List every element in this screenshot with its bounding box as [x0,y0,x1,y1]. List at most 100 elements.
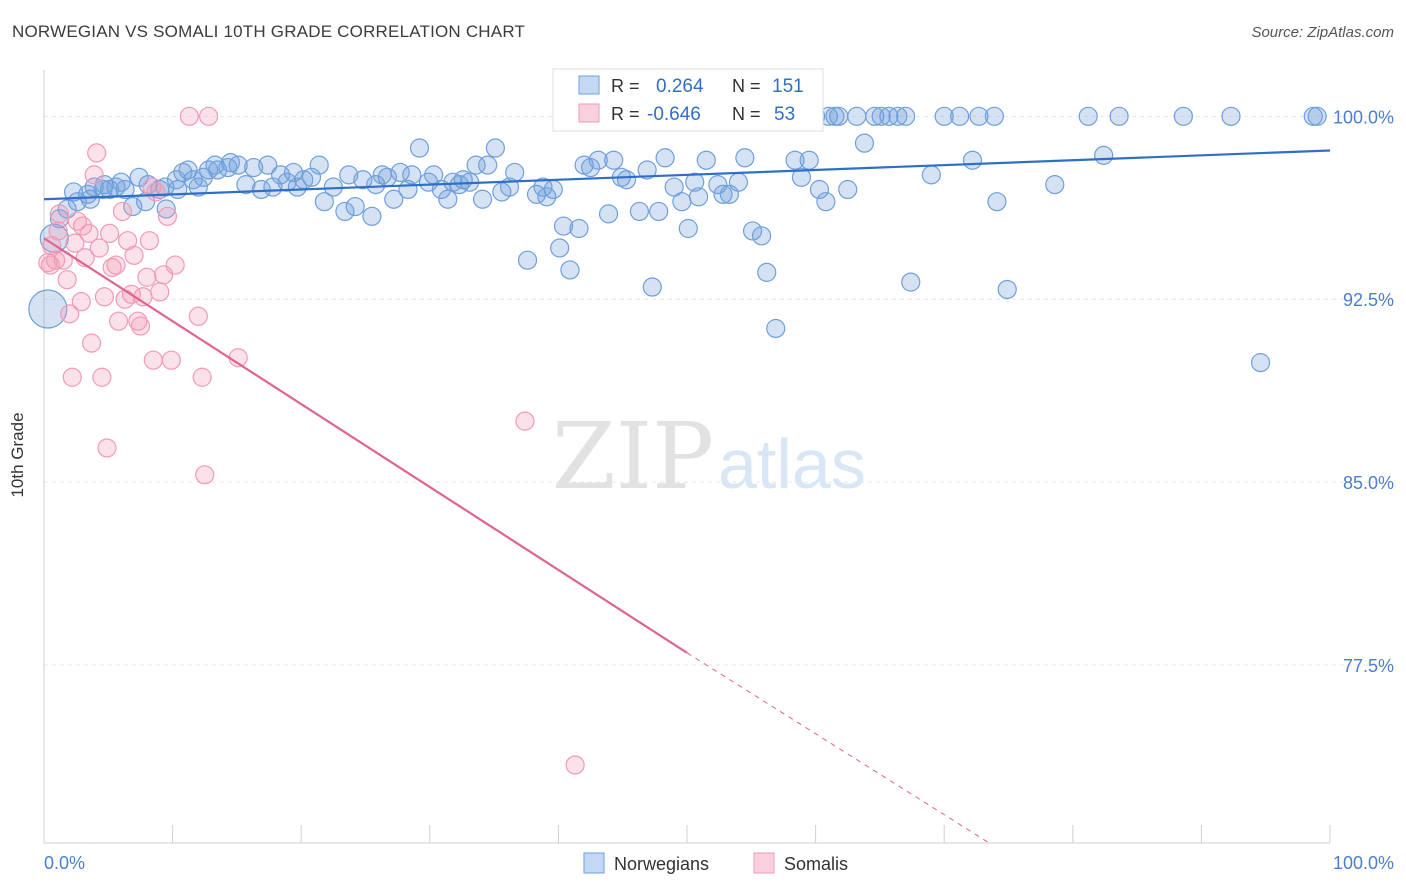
point-norwegians [80,189,100,209]
point-somalis [57,270,77,290]
point-norwegians [362,206,382,226]
point-norwegians [950,106,970,126]
y-tick-labels: 100.0% 92.5% 85.0% 77.5% [1333,107,1394,676]
watermark-zip: ZIP [552,403,714,510]
point-norwegians [409,138,430,158]
y-axis-label-wrap: 10th Grade [8,412,28,497]
point-norwegians [173,162,193,183]
point-norwegians [809,179,830,200]
stats-n-value: 53 [774,104,795,125]
trendlines [43,149,1331,844]
point-norwegians [220,153,241,173]
x-tick-label-left: 0.0% [44,853,85,873]
point-norwegians [466,155,486,175]
point-norwegians [969,106,989,126]
point-norwegians [871,106,891,126]
point-norwegians [505,162,525,183]
point-norwegians [1109,106,1129,126]
point-somalis [65,233,85,253]
point-norwegians [1173,106,1193,126]
point-somalis [87,143,107,163]
y-tick-label: 85.0% [1343,473,1394,493]
point-norwegians [637,160,657,180]
point-somalis [161,350,181,370]
point-norwegians [287,177,307,197]
point-norwegians [63,182,84,202]
stats-r-label: R = [611,104,640,124]
point-somalis [106,255,126,275]
point-norwegians [751,226,772,246]
point-norwegians [309,155,329,175]
point-norwegians [1078,106,1098,126]
point-norwegians [384,189,404,209]
point-norwegians [713,184,733,204]
point-somalis [112,201,133,222]
point-norwegians [366,175,386,195]
trendline-extension-somalis [686,652,990,844]
point-norwegians [1307,106,1327,126]
point-somalis [62,367,82,387]
point-norwegians [277,172,297,192]
point-somalis [139,231,160,251]
y-tick-label: 77.5% [1343,656,1394,676]
point-norwegians [854,133,875,153]
y-tick-label: 100.0% [1333,107,1394,127]
point-norwegians [1250,353,1271,373]
trendline-somalis [43,237,688,654]
point-norwegians [123,196,143,217]
point-norwegians [896,106,916,126]
point-norwegians [553,216,574,236]
point-somalis [565,755,585,775]
point-norwegians [251,179,271,200]
point-norwegians [560,260,580,280]
point-norwegians [283,162,304,183]
point-norwegians [742,221,763,241]
point-somalis [157,206,178,226]
y-tick-label: 92.5% [1343,290,1394,310]
y-axis-label: 10th Grade [8,412,27,498]
stats-n-value: 151 [772,76,804,97]
point-norwegians [847,106,867,126]
point-norwegians [604,150,624,170]
point-norwegians [688,187,709,207]
point-somalis [515,411,535,431]
point-norwegians [1094,145,1114,165]
point-norwegians [485,138,505,158]
point-somalis [94,287,115,307]
legend-label-somalis: Somalis [784,854,848,874]
point-norwegians [228,155,248,175]
point-norwegians [588,150,608,170]
point-norwegians [921,165,941,185]
point-norwegians [244,157,264,178]
point-norwegians [672,192,692,212]
point-norwegians [642,277,662,297]
point-norwegians [865,106,885,126]
point-norwegians [785,150,805,170]
point-norwegians [28,289,68,329]
point-norwegians [678,218,698,239]
stats-r-label: R = [611,76,640,96]
point-norwegians [987,192,1007,212]
point-somalis [192,367,212,387]
point-norwegians [655,148,675,168]
stats-n-label: N = [732,76,761,96]
stats-r-value: -0.646 [647,104,701,125]
point-norwegians [168,179,188,200]
point-norwegians [258,155,278,175]
point-norwegians [314,192,334,212]
point-somalis [81,333,102,353]
point-norwegians [791,167,812,187]
point-somalis [137,267,157,287]
point-norwegians [478,155,498,175]
point-norwegians [156,199,176,219]
point-norwegians [115,179,135,200]
point-norwegians [339,165,359,185]
point-somalis [124,245,144,265]
watermark-atlas: atlas [718,425,866,503]
point-norwegians [438,189,458,209]
point-norwegians [962,150,983,170]
point-somalis [92,367,112,387]
point-norwegians [537,187,557,207]
point-norwegians [1045,175,1065,195]
point-norwegians [696,150,716,170]
